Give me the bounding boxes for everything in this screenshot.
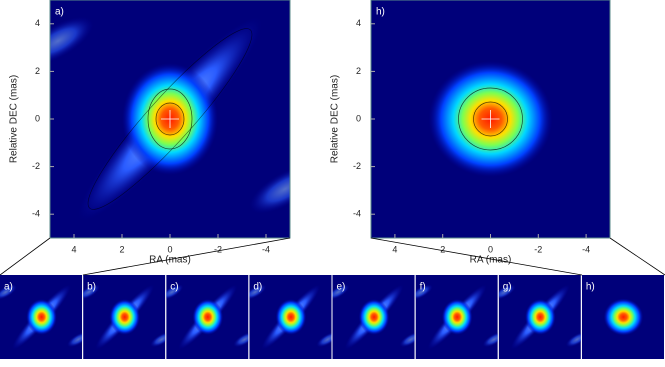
y-tick-label: -2 xyxy=(32,161,40,171)
zoom-line xyxy=(609,237,665,276)
y-tick-label: 2 xyxy=(356,66,361,76)
diffuse-emission xyxy=(150,331,166,348)
contour xyxy=(155,102,185,136)
core-emission xyxy=(441,299,473,335)
diffuse-emission xyxy=(482,331,498,348)
diffuse-emission xyxy=(233,331,249,348)
panel-label: a) xyxy=(55,7,64,18)
thumbnail-label: e) xyxy=(337,282,346,293)
diffuse-emission xyxy=(50,16,94,66)
core-emission xyxy=(109,299,141,335)
y-tick-label: -4 xyxy=(353,209,361,219)
core-emission xyxy=(275,299,307,335)
image-panel xyxy=(50,0,290,238)
thumbnail xyxy=(415,275,498,359)
y-axis-label: Relative DEC (mas) xyxy=(9,75,20,163)
y-tick-label: 0 xyxy=(356,113,361,123)
core-emission xyxy=(192,299,224,335)
x-tick-label: -4 xyxy=(262,244,270,254)
zoom-line xyxy=(82,237,291,276)
diffuse-emission xyxy=(249,164,290,214)
thumbnail-label: a) xyxy=(4,282,13,293)
zoom-line xyxy=(0,237,51,276)
core-emission xyxy=(358,299,390,335)
thumbnail xyxy=(0,275,83,359)
zoom-line xyxy=(370,237,583,276)
thumbnail xyxy=(83,275,166,359)
diffuse-emission xyxy=(66,331,83,348)
thumbnail-label: h) xyxy=(586,282,595,293)
x-axis-label: RA (mas) xyxy=(470,255,512,266)
core-emission xyxy=(26,299,57,335)
core-emission xyxy=(524,299,556,335)
thumbnail-label: d) xyxy=(253,282,262,293)
x-tick-label: -4 xyxy=(582,244,590,254)
diffuse-emission xyxy=(166,284,184,300)
diffuse-emission xyxy=(565,331,581,348)
core-emission xyxy=(603,298,644,336)
x-tick-label: 4 xyxy=(71,244,76,254)
x-tick-label: -2 xyxy=(534,244,542,254)
contour xyxy=(458,87,523,151)
contour xyxy=(147,88,193,150)
x-tick-label: 2 xyxy=(119,244,124,254)
image-panel xyxy=(371,0,610,238)
thumbnail xyxy=(166,275,249,359)
diffuse-emission xyxy=(399,331,415,348)
thumbnail xyxy=(581,275,664,359)
y-tick-label: 4 xyxy=(35,18,40,28)
diffuse-emission xyxy=(0,284,18,300)
thumbnail-label: b) xyxy=(87,282,96,293)
y-tick-label: -2 xyxy=(353,161,361,171)
thumbnail xyxy=(498,275,581,359)
x-tick-label: 0 xyxy=(167,244,172,254)
thumbnail-label: c) xyxy=(170,282,178,293)
diffuse-emission xyxy=(332,284,350,300)
x-tick-label: 4 xyxy=(392,244,397,254)
thumbnail xyxy=(249,275,332,359)
y-tick-label: 4 xyxy=(356,18,361,28)
y-tick-label: -4 xyxy=(32,209,40,219)
contour xyxy=(473,101,508,137)
x-tick-label: -2 xyxy=(214,244,222,254)
diffuse-emission xyxy=(415,284,433,300)
contour xyxy=(87,28,253,210)
y-tick-label: 2 xyxy=(35,66,40,76)
y-axis-label: Relative DEC (mas) xyxy=(330,75,341,163)
y-tick-label: 0 xyxy=(35,113,40,123)
x-tick-label: 0 xyxy=(488,244,493,254)
diffuse-emission xyxy=(316,331,332,348)
thumbnail-label: g) xyxy=(503,282,512,293)
thumbnail xyxy=(332,275,415,359)
x-axis-label: RA (mas) xyxy=(149,255,191,266)
diffuse-emission xyxy=(83,284,101,300)
diffuse-emission xyxy=(498,284,516,300)
x-tick-label: 2 xyxy=(440,244,445,254)
panel-label: h) xyxy=(376,7,385,18)
diffuse-emission xyxy=(249,284,267,300)
thumbnail-label: f) xyxy=(420,282,426,293)
